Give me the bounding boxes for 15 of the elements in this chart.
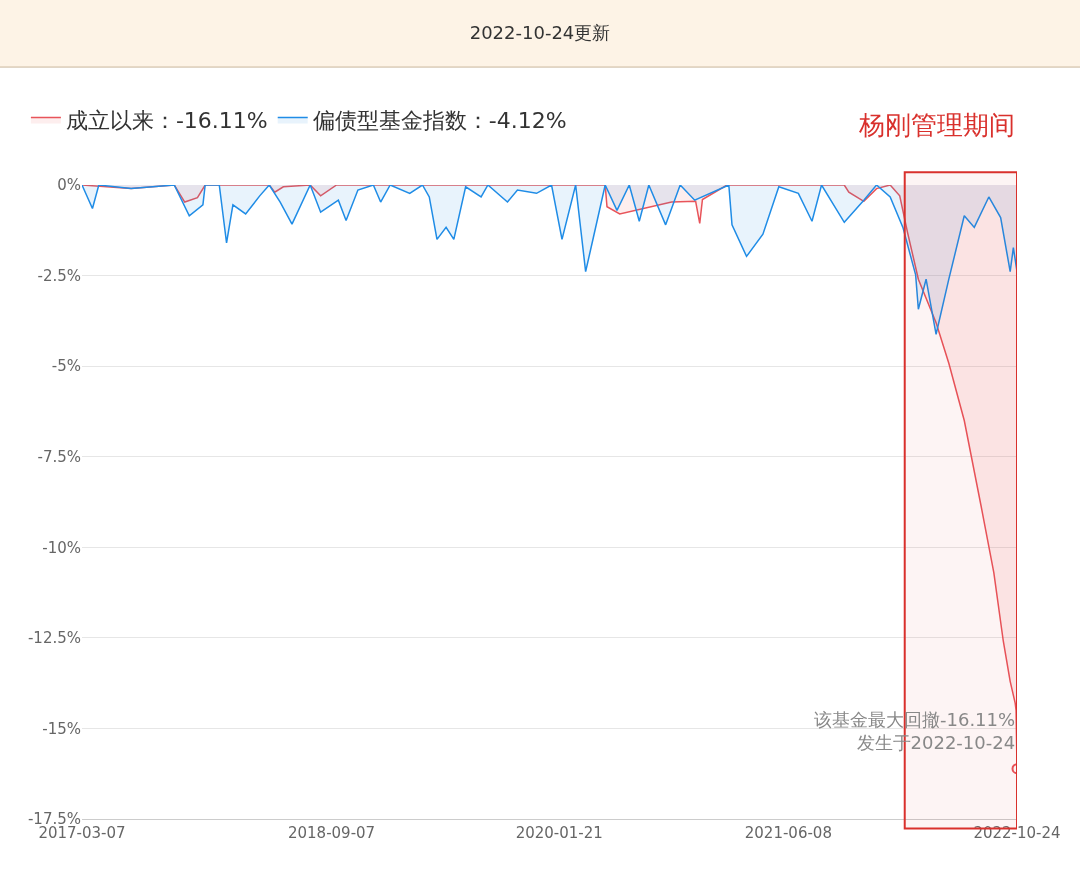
- x-tick-label: 2018-09-07: [287, 824, 376, 842]
- y-tick-label: -12.5%: [27, 629, 81, 648]
- legend-label: 偏债型基金指数：-4.12%: [312, 108, 567, 134]
- y-tick-label: -2.5%: [37, 266, 81, 285]
- chart-title: 2022-10-24更新: [469, 22, 611, 44]
- x-tick-label: 2022-10-24: [973, 824, 1061, 842]
- y-tick-label: -15%: [42, 719, 81, 738]
- band-label: 杨刚管理期间: [858, 110, 1015, 140]
- legend-label: 成立以来：-16.11%: [65, 108, 268, 134]
- y-tick-label: -7.5%: [37, 447, 81, 466]
- y-tick-label: -10%: [42, 538, 81, 557]
- x-tick-label: 2020-01-21: [515, 824, 603, 842]
- y-tick-label: 0%: [57, 176, 81, 195]
- y-tick-label: -5%: [51, 357, 81, 376]
- x-tick-label: 2021-06-08: [744, 824, 832, 842]
